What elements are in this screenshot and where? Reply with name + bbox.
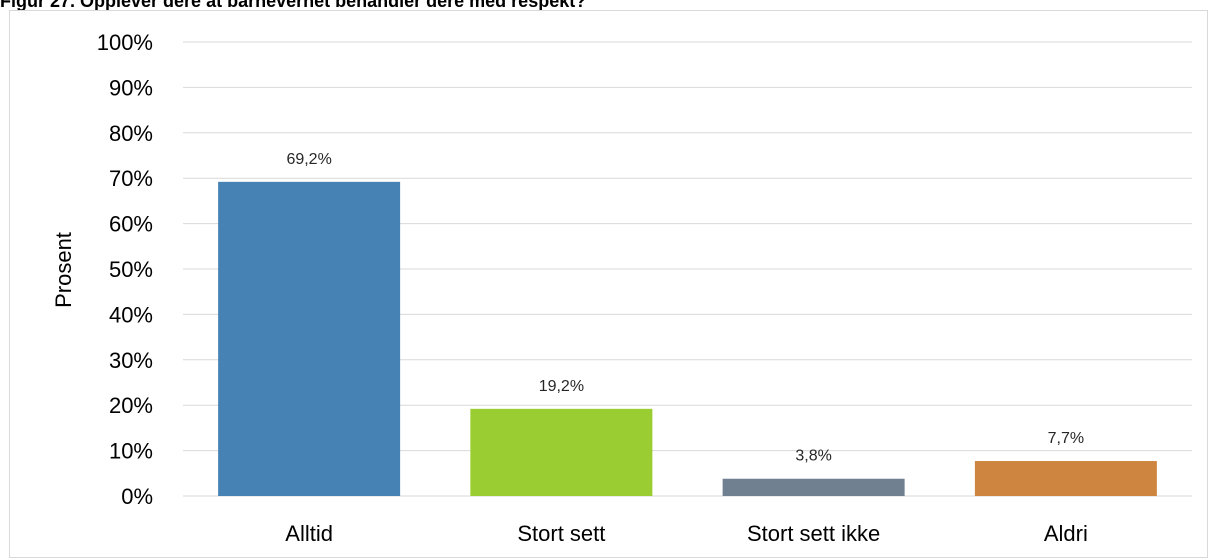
y-tick-label: 0%	[121, 484, 153, 509]
y-tick-label: 50%	[109, 257, 153, 282]
y-tick-label: 30%	[109, 348, 153, 373]
y-axis-tick-labels: 0% 10% 20% 30% 40% 50% 60% 70% 80% 90% 100%	[97, 30, 153, 509]
data-label: 19,2%	[539, 378, 584, 395]
x-category-label: Aldri	[1044, 521, 1088, 546]
y-tick-label: 40%	[109, 302, 153, 327]
y-tick-label: 100%	[97, 30, 153, 55]
y-tick-label: 80%	[109, 121, 153, 146]
data-label: 69,2%	[286, 151, 331, 168]
chart-title: Figur 27. Opplever dere at barnevernet b…	[0, 0, 587, 11]
x-axis-category-labels: Alltid Stort sett Stort sett ikke Aldri	[285, 521, 1088, 546]
data-label: 3,8%	[795, 448, 831, 465]
bar	[722, 478, 905, 496]
y-tick-label: 20%	[109, 393, 153, 418]
y-axis-title: Prosent	[51, 232, 76, 308]
bar	[218, 181, 401, 496]
data-labels: 69,2% 19,2% 3,8% 7,7%	[286, 151, 1084, 465]
x-category-label: Stort sett	[517, 521, 605, 546]
bars	[218, 181, 1157, 496]
bar	[470, 408, 653, 496]
x-category-label: Stort sett ikke	[747, 521, 880, 546]
y-tick-label: 70%	[109, 166, 153, 191]
y-tick-label: 10%	[109, 439, 153, 464]
bar	[974, 461, 1157, 496]
x-category-label: Alltid	[285, 521, 333, 546]
y-tick-label: 60%	[109, 212, 153, 237]
data-label: 7,7%	[1048, 430, 1084, 447]
y-tick-label: 90%	[109, 75, 153, 100]
